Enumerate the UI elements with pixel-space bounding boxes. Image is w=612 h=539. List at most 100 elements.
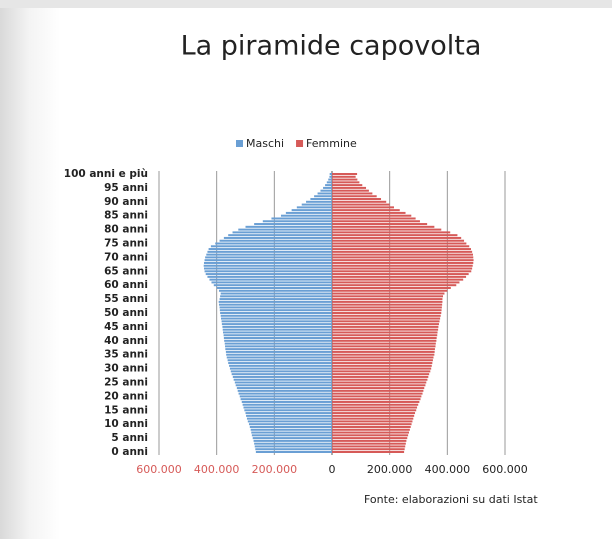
bar <box>223 334 332 337</box>
bar <box>280 214 332 217</box>
bar <box>323 186 332 189</box>
bar <box>205 273 332 276</box>
bar <box>332 306 442 309</box>
bar <box>254 442 332 445</box>
bar <box>204 270 332 273</box>
bar <box>332 395 422 398</box>
y-tick-label: 0 anni <box>111 446 148 458</box>
bar <box>227 359 332 362</box>
bar <box>325 184 332 187</box>
bar <box>332 298 443 301</box>
y-tick-label: 25 anni <box>104 377 148 389</box>
bar <box>249 425 332 428</box>
bar <box>329 173 332 175</box>
bar <box>219 298 332 301</box>
bar <box>332 323 439 326</box>
x-tick-label: 400.000 <box>425 463 471 476</box>
bar <box>248 423 332 426</box>
bar <box>332 353 435 356</box>
bar <box>221 320 332 323</box>
bar <box>203 264 332 267</box>
bar <box>226 356 332 359</box>
bar <box>255 451 332 453</box>
bar <box>228 362 332 365</box>
bar <box>332 284 457 287</box>
bar <box>332 425 411 428</box>
bar <box>332 309 442 312</box>
bar <box>332 367 432 370</box>
legend-label: Femmine <box>306 137 357 150</box>
bar <box>332 423 412 426</box>
bar <box>332 281 460 284</box>
bar <box>301 203 332 206</box>
bar <box>332 278 464 281</box>
y-tick-label: 20 anni <box>104 390 148 402</box>
bar <box>332 184 363 187</box>
bar <box>332 342 436 345</box>
bar <box>332 225 435 228</box>
bar <box>332 250 473 253</box>
bar <box>211 281 332 284</box>
bar <box>225 350 332 353</box>
bar <box>326 181 332 184</box>
x-tick-label: 200.000 <box>252 463 298 476</box>
bar <box>332 292 445 295</box>
y-tick-label: 60 anni <box>104 279 148 291</box>
bar <box>306 200 332 203</box>
x-tick-label: 600.000 <box>482 463 528 476</box>
bar <box>218 303 332 306</box>
y-tick-label: 55 anni <box>104 293 148 305</box>
bar <box>332 437 408 440</box>
bar <box>253 439 332 442</box>
chart-title: La piramide capovolta <box>181 31 482 62</box>
y-tick-label: 90 anni <box>104 196 148 208</box>
y-tick-label: 80 anni <box>104 224 148 236</box>
bar <box>332 364 432 367</box>
bar <box>332 228 442 231</box>
bar <box>332 339 437 342</box>
bar <box>246 417 332 420</box>
bar <box>223 337 332 340</box>
bar <box>329 175 332 178</box>
bar <box>332 348 435 351</box>
bar <box>332 428 410 431</box>
bar <box>332 350 435 353</box>
y-tick-label: 50 anni <box>104 307 148 319</box>
bar <box>254 223 332 226</box>
bar <box>210 245 332 248</box>
bar <box>243 406 332 409</box>
bar <box>332 264 473 267</box>
bar <box>332 442 406 445</box>
bar <box>332 328 439 331</box>
bar <box>230 370 332 373</box>
bar <box>220 317 332 320</box>
bar <box>332 209 400 212</box>
bar <box>209 278 332 281</box>
y-tick-label: 75 anni <box>104 238 148 250</box>
bar <box>332 420 413 423</box>
bar <box>223 331 332 334</box>
bar <box>332 409 417 412</box>
bar <box>332 414 415 417</box>
bar <box>317 192 332 195</box>
bar <box>332 412 416 415</box>
bar <box>332 253 473 256</box>
bar <box>250 428 332 431</box>
legend-swatch <box>296 140 304 147</box>
bar <box>296 206 332 209</box>
bar <box>236 387 332 390</box>
bar <box>332 178 358 181</box>
bar <box>332 345 436 348</box>
bar <box>332 189 369 192</box>
bar <box>332 392 423 395</box>
bar <box>206 253 332 256</box>
bar <box>332 445 406 448</box>
legend-swatch <box>236 140 243 147</box>
bar <box>247 420 332 423</box>
bar <box>332 186 367 189</box>
y-tick-label: 100 anni e più <box>64 168 148 180</box>
bar <box>332 200 387 203</box>
bar <box>332 317 441 320</box>
bar <box>332 270 472 273</box>
